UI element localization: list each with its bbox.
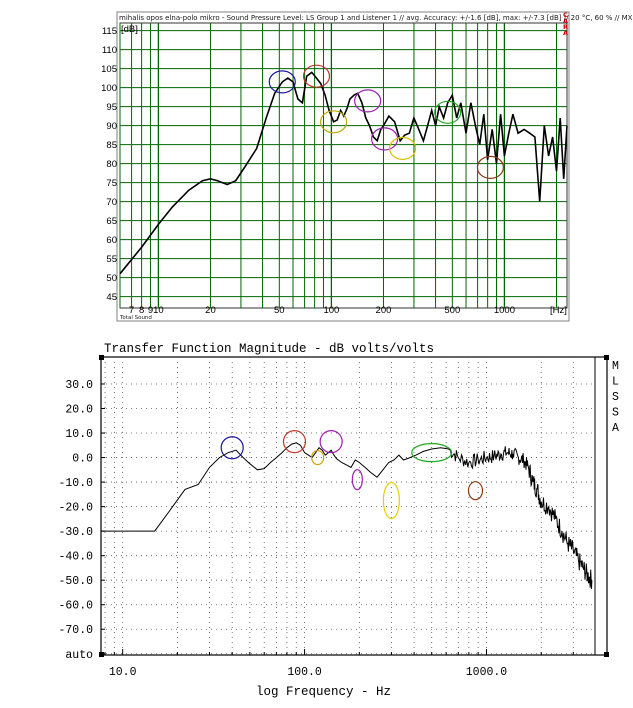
bottom-chart-x-label: log Frequency - Hz	[256, 685, 391, 699]
top-chart-highlight-circle	[371, 127, 399, 151]
top-chart-y-tick-label: 100	[101, 83, 117, 94]
top-chart-grid	[119, 23, 567, 308]
bottom-chart-y-tick-label: -30.0	[58, 526, 93, 539]
top-chart-y-tick-label: 50	[106, 273, 117, 284]
top-chart-highlight-circle	[476, 155, 505, 179]
bottom-chart-y-tick-label: 0.0	[72, 453, 93, 466]
bottom-chart-y-tick-label: -70.0	[58, 624, 93, 637]
bottom-chart-grid	[101, 357, 595, 655]
top-chart-x-tick-label: 10	[153, 305, 164, 316]
bottom-chart-y-tick-label: -10.0	[58, 477, 93, 490]
top-chart-highlight-circle	[354, 89, 382, 113]
top-chart-x-ticks: 7 8 9 10 20 50 100 200 500 1000	[129, 305, 515, 316]
bottom-chart-y-tick-label: 30.0	[65, 379, 93, 392]
bottom-chart-y-tick-label: 10.0	[65, 428, 93, 441]
bottom-chart-y-tick-label: -50.0	[58, 575, 93, 588]
top-chart-x-tick-label: 9	[148, 305, 153, 316]
top-chart-series-line	[119, 71, 568, 275]
top-chart-x-tick-label: 200	[376, 305, 392, 316]
top-chart-y-tick-label: 70	[106, 197, 117, 208]
top-chart-x-tick-label: 100	[323, 305, 339, 316]
top-chart-y-tick-label: 55	[106, 254, 117, 265]
top-chart-y-tick-label: 90	[106, 121, 117, 132]
top-chart-highlight-circle	[320, 110, 348, 134]
top-chart-side-label-letter: C	[563, 11, 568, 19]
top-chart-x-tick-label: 7	[129, 305, 134, 316]
bottom-chart-side-label-letter: M	[612, 360, 619, 373]
bottom-chart-y-tick-label: 20.0	[65, 404, 93, 417]
bottom-chart-highlight-circle	[311, 449, 325, 466]
bottom-chart-corner-marker	[99, 355, 104, 360]
top-chart-highlights	[268, 64, 505, 179]
bottom-chart-highlight-circle	[351, 469, 363, 491]
top-chart-side-label-letter: A	[563, 17, 568, 25]
bottom-chart-plot-area	[100, 356, 608, 656]
top-chart-y-tick-label: 75	[106, 178, 117, 189]
bottom-chart-y-ticks: 30.0 20.0 10.0 0.0 -10.0 -20.0 -30.0 -40.0 -50.0…	[58, 379, 105, 662]
bottom-chart-x-tick-label: 10.0	[109, 666, 137, 679]
bottom-chart-side-label-letter: A	[612, 422, 619, 435]
top-chart-highlight-circle	[302, 64, 331, 88]
top-chart-highlight-circle	[268, 70, 296, 94]
top-chart-y-tick-label: 105	[101, 64, 117, 75]
top-chart-y-tick-label: 85	[106, 140, 117, 151]
bottom-chart-series-line	[101, 442, 593, 589]
bottom-chart-y-tick-label: -40.0	[58, 551, 93, 564]
top-chart-y-tick-label: 80	[106, 159, 117, 170]
bottom-chart-y-tick-label: -20.0	[58, 502, 93, 515]
bottom-chart-corner-marker	[604, 652, 609, 657]
top-chart-y-tick-label: 115	[102, 26, 117, 37]
top-chart-x-tick-label: 8	[139, 305, 144, 316]
bottom-chart-highlight-circle	[382, 481, 400, 520]
bottom-chart-highlight-circle	[220, 436, 244, 460]
bottom-chart-x-ticks: 10.0 100.0 1000.0	[109, 666, 507, 679]
bottom-chart-side-label-letter: S	[612, 407, 619, 420]
bottom-chart-corner-marker	[604, 355, 609, 360]
bottom-chart-side-label-letter: S	[612, 391, 619, 404]
top-chart-footer: Total Sound	[119, 315, 152, 321]
bottom-chart-highlight-circle	[282, 430, 307, 454]
top-chart-y-tick-label: 45	[106, 292, 117, 303]
bottom-chart-corner-marker	[99, 652, 104, 657]
top-chart-x-tick-label: 500	[444, 305, 460, 316]
top-chart-frame	[116, 11, 570, 322]
bottom-chart-highlight-circle	[319, 430, 343, 454]
top-chart-x-tick-label: 50	[274, 305, 285, 316]
bottom-chart-highlight-circle	[411, 443, 453, 463]
top-chart-y-unit: [dB]	[121, 24, 138, 35]
bottom-chart-y-tick-label: -60.0	[58, 600, 93, 613]
top-chart-x-unit: [Hz]	[550, 305, 567, 316]
bottom-chart-side-label-letter: L	[612, 376, 619, 389]
top-chart-x-tick-label: 20	[205, 305, 216, 316]
bottom-chart: Transfer Function Magnitude - dB volts/v…	[58, 342, 619, 699]
top-chart-y-ticks: 45 50 55 60 65 70 75 80 85 90 95 100 105 110 115	[101, 26, 117, 303]
bottom-chart-x-tick-label: 100.0	[287, 666, 322, 679]
top-chart-y-tick-label: 65	[106, 216, 117, 227]
top-chart-y-tick-label: 110	[102, 45, 117, 56]
bottom-chart-highlight-circle	[467, 481, 484, 501]
top-chart-title: mihalis opos elna-polo mikro - Sound Pre…	[119, 14, 633, 22]
top-chart-x-tick-label: 1000	[494, 305, 515, 316]
bottom-chart-title: Transfer Function Magnitude - dB volts/v…	[104, 342, 434, 356]
top-chart-highlight-circle	[434, 100, 462, 124]
top-chart-side-label-letter: R	[563, 23, 568, 31]
top-chart-y-tick-label: 95	[106, 102, 117, 113]
top-chart-y-tick-label: 60	[106, 235, 117, 246]
top-chart: mihalis opos elna-polo mikro - Sound Pre…	[101, 11, 633, 322]
bottom-chart-x-tick-label: 1000.0	[466, 666, 508, 679]
bottom-chart-highlights	[220, 430, 484, 520]
top-chart-side-label-letter: A	[563, 29, 568, 37]
top-chart-highlight-circle	[389, 136, 417, 160]
bottom-chart-y-tick-label: auto	[65, 649, 93, 662]
